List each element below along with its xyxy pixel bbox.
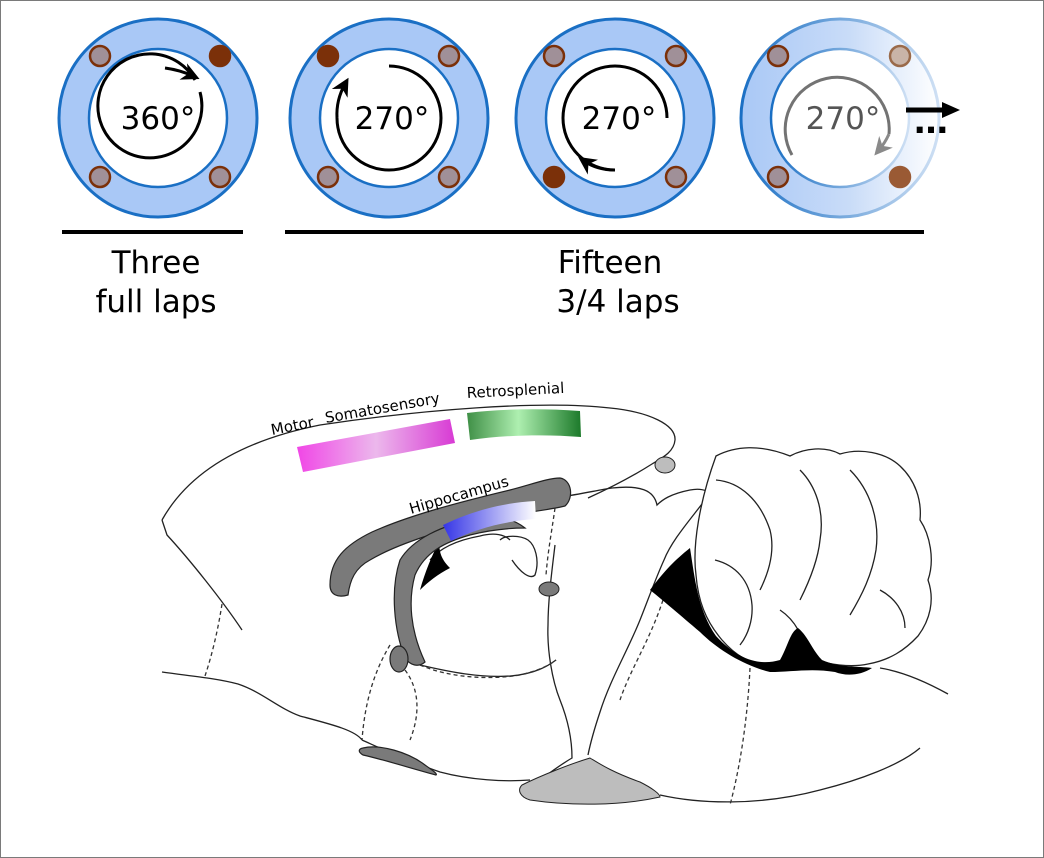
region-boundaries xyxy=(204,507,751,806)
cue-dot xyxy=(766,165,790,189)
thalamus-outline xyxy=(499,535,538,578)
ventricle-dark xyxy=(650,548,872,675)
cue-dot-active xyxy=(888,165,912,189)
pons-outline xyxy=(587,499,706,756)
cue-dot xyxy=(542,44,566,68)
cue-dot xyxy=(316,165,340,189)
cue-dot xyxy=(437,44,461,68)
cue-dot xyxy=(208,165,232,189)
region-label-motor: Motor xyxy=(269,413,316,439)
cue-dot xyxy=(88,165,112,189)
rotation-arc xyxy=(335,64,443,172)
cerebellum-fold xyxy=(799,469,822,601)
cerebellum-fold xyxy=(849,469,878,616)
rotation-arrow-icon xyxy=(164,63,200,80)
arena-floor xyxy=(87,47,229,189)
midbrain-outline xyxy=(539,544,573,781)
retrosplenial-region xyxy=(467,409,581,440)
cue-dot-active xyxy=(208,44,232,68)
rotation-arc xyxy=(96,52,204,160)
cortex-outline xyxy=(161,404,676,521)
cerebellum-outline xyxy=(694,447,932,670)
pons xyxy=(519,757,661,805)
internal-line xyxy=(429,533,511,561)
angle-label: 270° xyxy=(582,101,657,137)
arena-4: 270° xyxy=(739,17,941,219)
cerebellum-fold xyxy=(714,559,753,646)
cerebellum-fold xyxy=(879,589,906,629)
group-caption-line1: Three xyxy=(111,245,201,281)
rotation-arrow-icon xyxy=(874,133,893,156)
ventral-outline xyxy=(161,671,363,741)
motor-somatosensory-region xyxy=(297,419,455,472)
group-caption-line2: 3/4 laps xyxy=(556,284,679,320)
brainstem-outline xyxy=(879,667,949,695)
group-caption-line1: Fifteen xyxy=(558,245,663,281)
angle-label: 270° xyxy=(355,101,430,137)
angle-label: 270° xyxy=(806,101,881,137)
group-caption-line2: full laps xyxy=(95,284,216,320)
arena-3: 270° xyxy=(514,17,716,219)
cue-dot xyxy=(88,44,112,68)
arena-floor xyxy=(544,47,686,189)
continuation-ellipsis: … xyxy=(914,102,948,142)
internal-line xyxy=(419,659,557,678)
rotation-arrow-icon xyxy=(578,156,616,175)
cue-dot-active xyxy=(316,44,340,68)
pineal-gland xyxy=(654,456,676,474)
mammillary-body xyxy=(538,581,560,597)
cue-dot xyxy=(888,44,912,68)
arena-floor xyxy=(318,47,460,189)
olfactory-outline xyxy=(161,519,243,631)
cue-dot xyxy=(664,44,688,68)
region-label-retrosplenial: Retrosplenial xyxy=(466,379,564,402)
ventricle-dark xyxy=(420,540,450,590)
cue-dot xyxy=(437,165,461,189)
cue-dot-active xyxy=(542,165,566,189)
rotation-arc xyxy=(783,75,891,156)
brainstem-outline xyxy=(659,747,921,803)
rotation-arrow-icon xyxy=(331,77,349,119)
anterior-commissure xyxy=(389,645,409,673)
continuation-arrow-icon xyxy=(906,102,960,118)
hippocampus-region xyxy=(443,501,536,541)
cue-dot xyxy=(766,44,790,68)
optic-tract xyxy=(358,746,437,776)
angle-label: 360° xyxy=(121,101,196,137)
region-label-somatosensory: Somatosensory xyxy=(324,389,442,427)
arena-2: 270° xyxy=(288,17,490,219)
brain-sagittal-section xyxy=(161,404,949,806)
cue-dot xyxy=(664,165,688,189)
arena-1: 360° xyxy=(57,17,259,219)
cerebellum-fold xyxy=(715,479,773,591)
